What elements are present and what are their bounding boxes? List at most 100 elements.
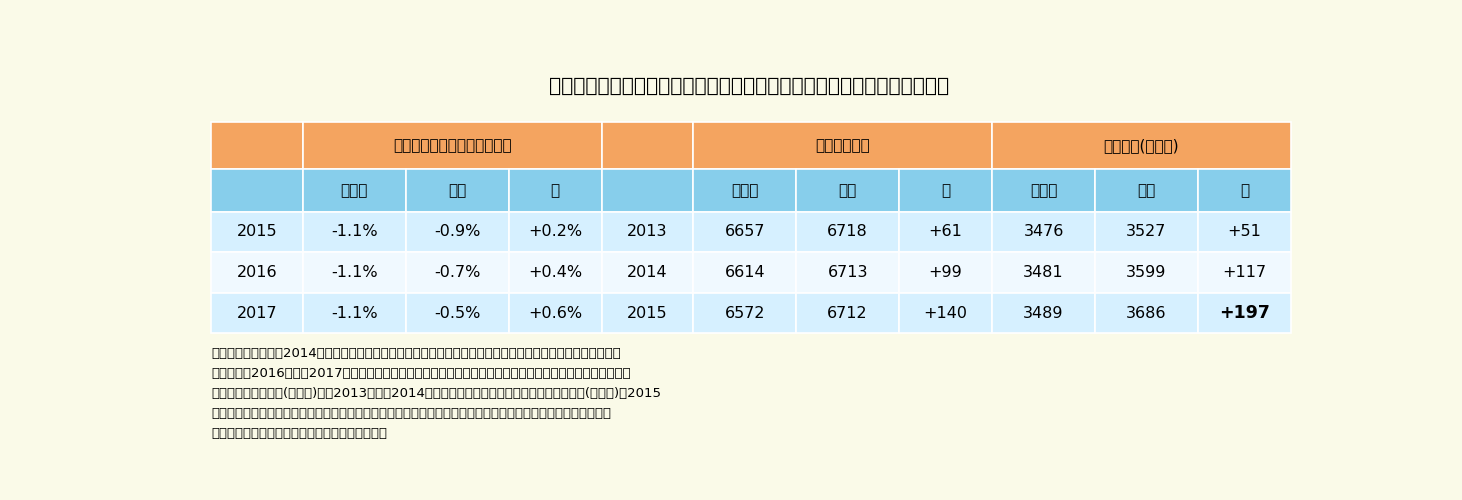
Text: -0.5%: -0.5% [434,306,481,320]
Bar [303,169,406,212]
Text: 2015: 2015 [237,224,278,240]
Text: +51: +51 [1228,224,1262,240]
Bar [303,122,601,169]
Bar [797,293,899,334]
Bar [899,293,993,334]
Bar [993,293,1095,334]
Bar [211,252,303,293]
Bar [406,212,509,252]
Bar [406,252,509,293]
Text: -1.1%: -1.1% [330,265,377,280]
Text: 見通し: 見通し [731,183,759,198]
Text: +0.4%: +0.4% [528,265,582,280]
Text: 6614: 6614 [725,265,765,280]
Text: 6657: 6657 [725,224,765,240]
Text: 年度は被用者年金一元化後の厚生年金第１号加入者（一元化前の厚生年金加入者に相当）。以下同じ。: 年度は被用者年金一元化後の厚生年金第１号加入者（一元化前の厚生年金加入者に相当）… [211,407,611,420]
Bar [509,212,601,252]
Bar [797,252,899,293]
Text: +0.2%: +0.2% [528,224,582,240]
Bar [601,252,693,293]
Bar [797,212,899,252]
Bar [993,252,1095,293]
Text: 図表１　マクロ経済スライドの調整率と公的年金加入者数（万人）の推移: 図表１ マクロ経済スライドの調整率と公的年金加入者数（万人）の推移 [550,78,949,96]
Bar [993,122,1291,169]
Text: 2015: 2015 [627,306,668,320]
Text: +0.6%: +0.6% [528,306,582,320]
Text: +61: +61 [928,224,962,240]
Text: 3489: 3489 [1023,306,1064,320]
Text: 6718: 6718 [827,224,868,240]
Bar [303,252,406,293]
Text: 3476: 3476 [1023,224,1064,240]
Bar [1197,293,1291,334]
Text: 6572: 6572 [725,306,765,320]
Text: 2016: 2016 [237,265,278,280]
Bar [1095,169,1197,212]
Text: 厚生年金(会社員): 厚生年金(会社員) [1104,138,1180,153]
Bar [211,122,303,169]
Text: 3599: 3599 [1126,265,1167,280]
Text: 差: 差 [1240,183,1249,198]
Text: 見通し: 見通し [341,183,368,198]
Bar [899,252,993,293]
Bar [509,169,601,212]
Text: 6713: 6713 [827,265,868,280]
Text: +140: +140 [924,306,968,320]
Text: 3686: 3686 [1126,306,1167,320]
Bar [1197,169,1291,212]
Text: 実績: 実績 [447,183,466,198]
Bar [797,169,899,212]
Bar [211,212,303,252]
Text: マクロ経済スライドの調整率: マクロ経済スライドの調整率 [393,138,512,153]
Bar [303,212,406,252]
Text: 2017: 2017 [237,306,278,320]
Bar [899,169,993,212]
Text: 3481: 3481 [1023,265,1064,280]
Bar [601,212,693,252]
Text: 実績: 実績 [1137,183,1155,198]
Text: 6712: 6712 [827,306,868,320]
Text: （注３）　厚生年金(会社員)は、2013年度と2014年度は被用者年金一元化前の厚生年金加入者(会社員)、2015: （注３） 厚生年金(会社員)は、2013年度と2014年度は被用者年金一元化前の… [211,387,661,400]
Bar [899,212,993,252]
Text: （注２）　2016年度と2017年度は特例に該当したため、マクロ経済スライドは実際には適用されなかった。: （注２） 2016年度と2017年度は特例に該当したため、マクロ経済スライドは実… [211,367,630,380]
Text: +99: +99 [928,265,962,280]
Bar [693,169,797,212]
Bar [1197,252,1291,293]
Bar [406,169,509,212]
Bar [509,293,601,334]
Bar [693,122,993,169]
Text: -0.9%: -0.9% [434,224,481,240]
Bar [693,212,797,252]
Bar [1095,252,1197,293]
Bar [993,169,1095,212]
Bar [1095,212,1197,252]
Bar [601,293,693,334]
Text: 差: 差 [551,183,560,198]
Text: （注１）　見通しは2014年財政検証の労働参加が進むケース。調整率は年度。加入者数は年度末。以下同じ。: （注１） 見通しは2014年財政検証の労働参加が進むケース。調整率は年度。加入者… [211,347,621,360]
Bar [406,293,509,334]
Text: 2013: 2013 [627,224,668,240]
Text: +197: +197 [1219,304,1270,322]
Bar [211,169,303,212]
Bar [211,293,303,334]
Bar [509,252,601,293]
Bar [1197,212,1291,252]
Bar [1095,293,1197,334]
Text: -1.1%: -1.1% [330,224,377,240]
Bar [693,293,797,334]
Text: -0.7%: -0.7% [434,265,481,280]
Bar [601,169,693,212]
Bar [601,122,693,169]
Text: 公的年金全体: 公的年金全体 [816,138,870,153]
Text: +117: +117 [1222,265,1266,280]
Text: 2014: 2014 [627,265,668,280]
Bar [993,212,1095,252]
Text: 差: 差 [942,183,950,198]
Text: -1.1%: -1.1% [330,306,377,320]
Bar [303,293,406,334]
Text: 実績: 実績 [839,183,857,198]
Text: 見通し: 見通し [1029,183,1057,198]
Bar [693,252,797,293]
Text: （資料）　厚生労働省ホームページ。以下同じ。: （資料） 厚生労働省ホームページ。以下同じ。 [211,427,387,440]
Text: 3527: 3527 [1126,224,1167,240]
